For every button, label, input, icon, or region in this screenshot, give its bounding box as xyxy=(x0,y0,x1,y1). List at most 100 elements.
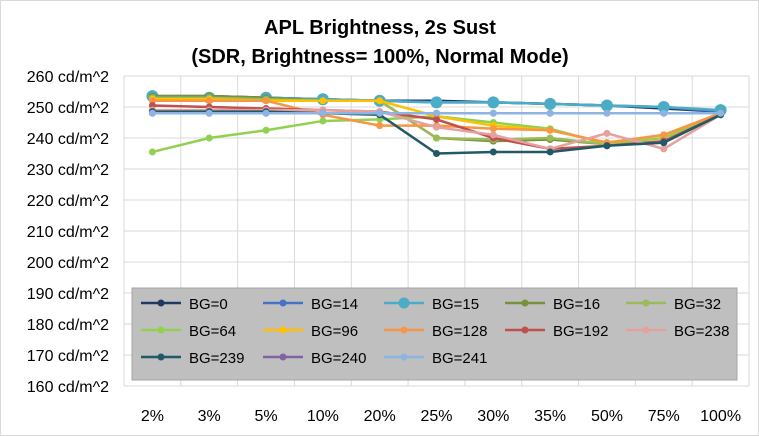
legend-marker xyxy=(263,353,303,361)
chart-subtitle: (SDR, Brightness= 100%, Normal Mode) xyxy=(191,46,568,68)
data-point xyxy=(376,109,384,117)
data-point xyxy=(430,96,443,109)
legend-label: BG=192 xyxy=(553,323,608,340)
data-point xyxy=(487,96,500,109)
x-tick-label: 35% xyxy=(534,408,566,425)
legend-dot xyxy=(157,326,165,334)
data-point xyxy=(433,115,440,123)
legend-label: BG=16 xyxy=(553,296,600,313)
legend-dot xyxy=(642,326,650,334)
data-point xyxy=(489,148,497,156)
legend-dot xyxy=(157,299,165,307)
data-point xyxy=(319,97,327,105)
data-point xyxy=(603,142,611,150)
data-point xyxy=(262,97,270,105)
legend-dot xyxy=(279,326,287,334)
y-tick-label: 210 cd/m^2 xyxy=(27,224,109,241)
y-tick-label: 220 cd/m^2 xyxy=(27,193,109,210)
legend-marker xyxy=(141,299,181,307)
legend-marker xyxy=(384,353,424,361)
data-point xyxy=(546,109,554,117)
y-tick-label: 230 cd/m^2 xyxy=(27,162,109,179)
data-point xyxy=(600,99,613,112)
data-point xyxy=(262,109,270,117)
y-tick-label: 180 cd/m^2 xyxy=(27,317,109,334)
x-tick-label: 75% xyxy=(648,408,680,425)
legend-label: BG=238 xyxy=(674,323,729,340)
legend-dot xyxy=(521,299,529,307)
legend-marker xyxy=(141,326,181,334)
data-point xyxy=(148,109,156,117)
data-point xyxy=(489,109,497,117)
x-tick-label: 25% xyxy=(420,408,452,425)
legend-label: BG=32 xyxy=(674,296,721,313)
legend-dot xyxy=(279,299,287,307)
data-point xyxy=(205,109,213,117)
legend-marker xyxy=(505,326,545,334)
legend-dot xyxy=(157,353,165,361)
data-point xyxy=(319,109,327,117)
data-point xyxy=(603,109,611,117)
y-tick-label: 170 cd/m^2 xyxy=(27,348,109,365)
legend-marker xyxy=(384,326,424,334)
x-tick-label: 30% xyxy=(477,408,509,425)
legend-marker xyxy=(505,299,545,307)
data-point xyxy=(376,97,384,105)
x-tick-label: 100% xyxy=(700,408,741,425)
y-tick-label: 200 cd/m^2 xyxy=(27,255,109,272)
legend-label: BG=128 xyxy=(432,323,487,340)
legend-label: BG=241 xyxy=(432,350,487,367)
legend-label: BG=96 xyxy=(311,323,358,340)
data-point xyxy=(603,129,611,137)
legend-marker xyxy=(263,299,303,307)
series-lines xyxy=(146,90,727,157)
data-point xyxy=(717,109,725,117)
x-tick-label: 20% xyxy=(364,408,396,425)
data-point xyxy=(544,97,557,110)
legend-marker xyxy=(141,353,181,361)
chart-title: APL Brightness, 2s Sust xyxy=(264,17,496,39)
data-point xyxy=(660,139,668,147)
y-tick-label: 250 cd/m^2 xyxy=(27,100,109,117)
y-tick-label: 190 cd/m^2 xyxy=(27,286,109,303)
legend-marker xyxy=(263,326,303,334)
legend-dot xyxy=(398,297,410,309)
data-point xyxy=(657,101,670,113)
y-tick-label: 240 cd/m^2 xyxy=(27,131,109,148)
data-point xyxy=(660,109,668,117)
data-point xyxy=(433,123,440,131)
x-tick-label: 50% xyxy=(591,408,623,425)
x-tick-label: 5% xyxy=(254,408,277,425)
data-point xyxy=(433,134,440,142)
series-bg-241 xyxy=(148,109,725,117)
legend-dot xyxy=(521,326,529,334)
data-point xyxy=(205,134,213,142)
legend-dot xyxy=(400,353,408,361)
legend-label: BG=240 xyxy=(311,350,366,367)
data-point xyxy=(319,117,327,125)
legend-label: BG=14 xyxy=(311,296,358,313)
y-tick-label: 260 cd/m^2 xyxy=(27,69,109,86)
data-point xyxy=(262,126,270,134)
legend-dot xyxy=(642,299,650,307)
data-point xyxy=(376,122,384,130)
legend-label: BG=64 xyxy=(189,323,236,340)
data-point xyxy=(546,126,554,134)
data-point xyxy=(660,145,668,153)
data-point xyxy=(546,148,554,156)
legend-dot xyxy=(400,326,408,334)
legend-marker xyxy=(384,297,424,309)
legend-label: BG=15 xyxy=(432,296,479,313)
legend-marker xyxy=(626,326,666,334)
legend-label: BG=239 xyxy=(189,350,244,367)
data-point xyxy=(148,148,156,156)
data-point xyxy=(433,150,440,157)
y-tick-label: 160 cd/m^2 xyxy=(27,379,109,396)
data-point xyxy=(433,109,440,117)
data-point xyxy=(489,131,497,139)
data-point xyxy=(546,134,554,142)
legend-marker xyxy=(626,299,666,307)
data-point xyxy=(660,131,668,139)
data-point xyxy=(489,125,497,133)
